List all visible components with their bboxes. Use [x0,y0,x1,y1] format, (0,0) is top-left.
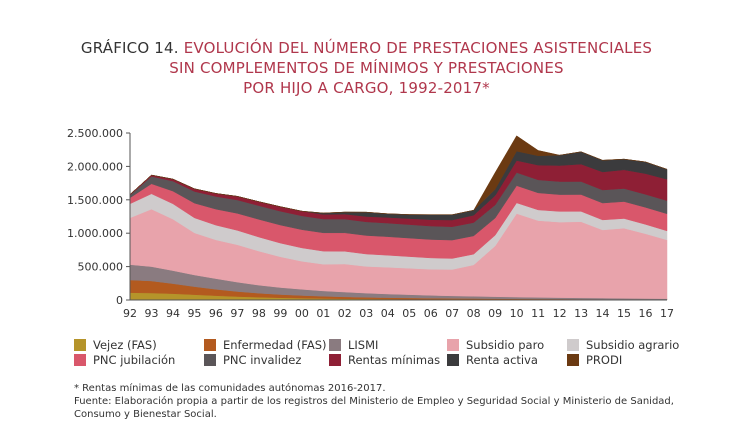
footnote: * Rentas mínimas de las comunidades autó… [74,383,386,394]
x-tick-label-93: 93 [144,307,158,320]
x-tick-label-08: 08 [467,307,481,320]
y-tick-label-0: 0 [116,294,123,307]
y-tick-label-5: 2.500.000 [67,127,123,140]
legend-label-3: Subsidio paro [466,338,545,352]
legend-label-5: PNC jubilación [93,353,176,367]
x-tick-label-16: 16 [639,307,653,320]
x-tick-label-01: 01 [316,307,330,320]
legend-label-2: LISMI [348,338,379,352]
y-tick-label-3: 1.500.000 [67,194,123,207]
chart-title: GRÁFICO 14. EVOLUCIÓN DEL NÚMERO DE PRES… [0,38,733,98]
legend-swatch-8 [447,354,459,366]
legend-item-1: Enfermedad (FAS) [204,338,326,352]
x-tick-label-92: 92 [123,307,137,320]
x-tick-label-07: 07 [445,307,459,320]
x-tick-label-09: 09 [488,307,502,320]
title-lead: GRÁFICO 14. [80,39,179,57]
x-tick-label-12: 12 [553,307,567,320]
legend-label-6: PNC invalidez [223,353,302,367]
legend-swatch-5 [74,354,86,366]
x-tick-label-96: 96 [209,307,223,320]
x-tick-label-10: 10 [510,307,524,320]
x-tick-label-94: 94 [166,307,180,320]
title-line-3: POR HIJO A CARGO, 1992-2017* [243,79,490,97]
x-tick-label-03: 03 [359,307,373,320]
legend-swatch-6 [204,354,216,366]
legend-item-8: Renta activa [447,353,538,367]
x-tick-label-11: 11 [531,307,545,320]
legend-item-9: PRODI [567,353,622,367]
legend-swatch-4 [567,339,579,351]
x-tick-label-14: 14 [596,307,610,320]
x-tick-label-04: 04 [381,307,395,320]
legend-item-5: PNC jubilación [74,353,175,367]
area-series-9 [129,135,668,215]
x-tick-label-99: 99 [273,307,287,320]
legend-swatch-9 [567,354,579,366]
legend-item-0: Vejez (FAS) [74,338,157,352]
x-tick-label-02: 02 [338,307,352,320]
x-tick-label-95: 95 [187,307,201,320]
chart-notes: * Rentas mínimas de las comunidades autó… [74,382,714,421]
x-tick-label-98: 98 [252,307,266,320]
y-tick-label-1: 500.000 [78,261,124,274]
legend-swatch-1 [204,339,216,351]
legend-label-0: Vejez (FAS) [93,338,157,352]
legend-swatch-2 [329,339,341,351]
x-tick-label-13: 13 [574,307,588,320]
title-line-2: SIN COMPLEMENTOS DE MÍNIMOS Y PRESTACION… [169,59,564,77]
x-tick-label-05: 05 [402,307,416,320]
legend-item-3: Subsidio paro [447,338,544,352]
legend-label-4: Subsidio agrario [586,338,680,352]
legend-label-8: Renta activa [466,353,538,367]
legend-item-6: PNC invalidez [204,353,301,367]
legend-label-7: Rentas mínimas [348,353,441,367]
legend-item-4: Subsidio agrario [567,338,679,352]
legend-item-7: Rentas mínimas [329,353,440,367]
y-tick-label-2: 1.000.000 [67,227,123,240]
x-tick-label-17: 17 [660,307,674,320]
legend-label-9: PRODI [586,353,623,367]
x-tick-label-06: 06 [424,307,438,320]
x-tick-label-97: 97 [230,307,244,320]
legend-item-2: LISMI [329,338,378,352]
title-line-1: EVOLUCIÓN DEL NÚMERO DE PRESTACIONES ASI… [183,39,653,57]
legend-swatch-0 [74,339,86,351]
legend-swatch-7 [329,354,341,366]
x-tick-label-00: 00 [295,307,309,320]
legend-label-1: Enfermedad (FAS) [223,338,327,352]
source-note: Fuente: Elaboración propia a partir de l… [74,396,674,420]
legend-swatch-3 [447,339,459,351]
x-tick-label-15: 15 [617,307,631,320]
y-tick-label-4: 2.000.000 [67,160,123,173]
